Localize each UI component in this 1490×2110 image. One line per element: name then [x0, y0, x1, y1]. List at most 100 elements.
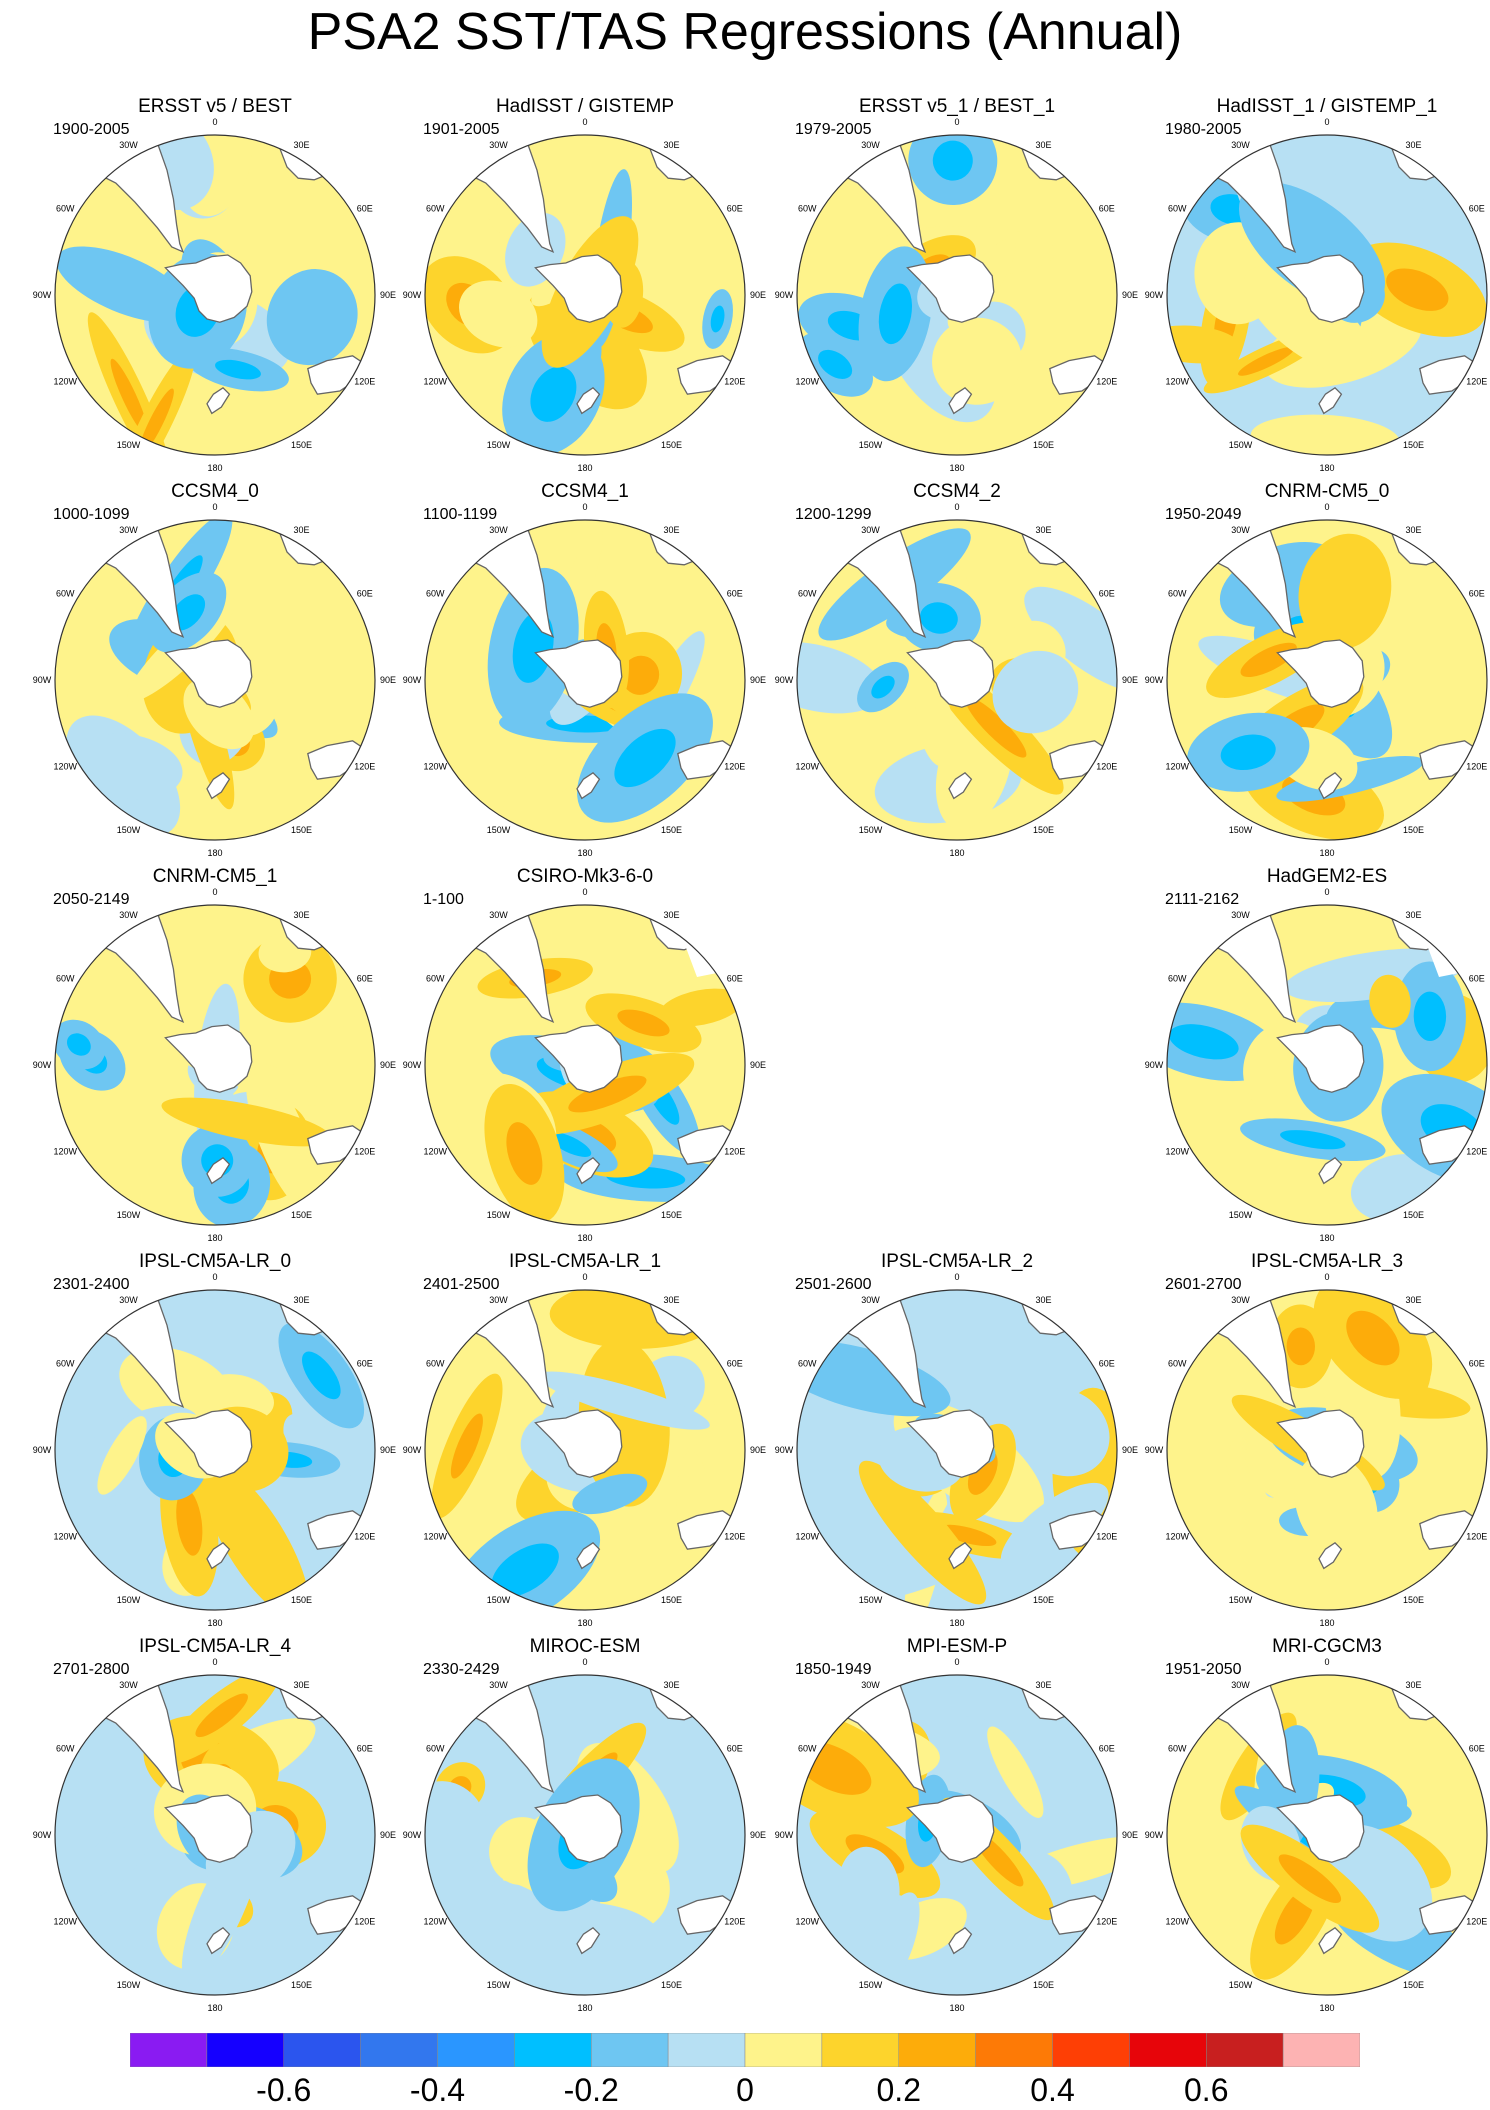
longitude-label: 60W	[56, 589, 75, 599]
colorbar-swatch	[206, 2033, 285, 2067]
map-border	[1166, 904, 1488, 1226]
longitude-label: 0	[954, 502, 959, 512]
anomaly-core	[932, 140, 973, 181]
longitude-label: 90E	[750, 1830, 766, 1840]
anomaly-patch	[1369, 974, 1411, 1028]
map-border	[54, 904, 376, 1226]
nz-land	[206, 1541, 231, 1570]
map-panel: HadISST_1 / GISTEMP_11980-2005030E60E90E…	[1142, 95, 1490, 477]
antarctica-land	[1276, 1409, 1365, 1478]
longitude-label: 90W	[1145, 290, 1164, 300]
longitude-label: 60E	[357, 1744, 373, 1754]
anomaly-patch	[659, 988, 743, 1027]
longitude-label: 150W	[487, 1595, 511, 1605]
colorbar-label: -0.6	[256, 2072, 312, 2108]
panel-title: ERSST v5 / BEST	[138, 96, 292, 117]
panel-title: CCSM4_0	[171, 481, 259, 502]
map-border	[54, 519, 376, 841]
field-layer	[425, 135, 745, 455]
anomaly-core	[491, 1543, 559, 1598]
nz-land	[1318, 1926, 1343, 1955]
longitude-label: 150E	[1033, 825, 1054, 835]
longitude-label: 150W	[487, 1210, 511, 1220]
colorbar-label: 0.4	[1030, 2072, 1075, 2108]
longitude-label: 60E	[1099, 1359, 1115, 1369]
antarctica-land	[534, 1409, 623, 1478]
longitude-label: 150W	[1229, 825, 1253, 835]
longitude-label: 90E	[750, 1445, 766, 1455]
longitude-label: 150E	[291, 1595, 312, 1605]
longitude-label: 90W	[775, 1445, 794, 1455]
longitude-label: 150E	[291, 825, 312, 835]
longitude-label: 30W	[119, 1295, 138, 1305]
anomaly-core	[1413, 991, 1447, 1041]
field-layer	[797, 1675, 1117, 1995]
colorbar-swatch	[360, 2033, 438, 2067]
longitude-label: 30E	[1405, 140, 1421, 150]
field-layer	[55, 520, 375, 840]
panel-title: IPSL-CM5A-LR_2	[880, 1251, 1034, 1272]
longitude-label: 30W	[119, 1680, 138, 1690]
colorbar-swatch	[1129, 2033, 1207, 2067]
longitude-label: 30E	[1035, 140, 1051, 150]
longitude-label: 180	[1319, 2003, 1334, 2013]
longitude-label: 150E	[291, 1980, 312, 1990]
longitude-label: 30E	[293, 1295, 309, 1305]
map-panel: IPSL-CM5A-LR_32601-2700030E60E90E120E150…	[1142, 1250, 1490, 1632]
longitude-label: 0	[1324, 887, 1329, 897]
longitude-label: 60W	[1168, 204, 1187, 214]
anomaly-core	[818, 349, 853, 379]
antarctica-land	[164, 254, 253, 323]
map-panel: CNRM-CM5_1 2050-2149 0 30E 60E 90E 120E 150E 180…	[30, 865, 400, 1247]
map-panel: HadISST / GISTEMP 1901-2005 0 30E 60E 90E 120E…	[400, 95, 770, 477]
longitude-label: 120W	[423, 762, 447, 772]
longitude-label: 90E	[750, 290, 766, 300]
antarctica-land	[906, 1794, 995, 1863]
panel-years: 2701-2800	[53, 1661, 130, 1678]
longitude-label: 60E	[357, 974, 373, 984]
longitude-label: 60W	[1168, 1744, 1187, 1754]
longitude-label: 30W	[861, 1680, 880, 1690]
nz-land	[1318, 1156, 1343, 1185]
antarctica-land	[1276, 254, 1365, 323]
longitude-label: 150E	[1033, 1595, 1054, 1605]
longitude-label: 60E	[1469, 974, 1485, 984]
nz-land	[576, 1926, 601, 1955]
longitude-label: 150W	[487, 1980, 511, 1990]
longitude-label: 90E	[380, 290, 396, 300]
longitude-label: 180	[949, 2003, 964, 2013]
longitude-label: 120E	[1466, 1917, 1487, 1927]
longitude-label: 150E	[1403, 1980, 1424, 1990]
anomaly-core	[871, 675, 895, 699]
longitude-label: 150E	[1033, 440, 1054, 450]
longitude-label: 60E	[357, 204, 373, 214]
field-layer	[425, 1290, 745, 1610]
longitude-label: 180	[207, 1618, 222, 1628]
anomaly-core	[195, 1693, 248, 1738]
anomaly-patch	[1294, 1453, 1378, 1559]
longitude-label: 120W	[423, 1917, 447, 1927]
anomaly-patch	[537, 1371, 710, 1430]
longitude-label: 30E	[1405, 1295, 1421, 1305]
nz-land	[1318, 1541, 1343, 1570]
longitude-label: 30E	[663, 525, 679, 535]
colorbar-swatch	[1282, 2033, 1360, 2067]
nz-land	[206, 386, 231, 415]
field-layer	[797, 135, 1117, 455]
longitude-label: 60W	[426, 1359, 445, 1369]
longitude-label: 150W	[859, 1595, 883, 1605]
map-border	[424, 904, 746, 1226]
longitude-label: 60E	[357, 1359, 373, 1369]
longitude-label: 30E	[1035, 1680, 1051, 1690]
anomaly-core	[1220, 734, 1276, 771]
panel-years: 1-100	[423, 891, 464, 908]
map-border	[54, 134, 376, 456]
longitude-label: 120W	[423, 377, 447, 387]
panel-title: IPSL-CM5A-LR_4	[138, 1636, 292, 1657]
panel-title: MIROC-ESM	[529, 1636, 641, 1657]
